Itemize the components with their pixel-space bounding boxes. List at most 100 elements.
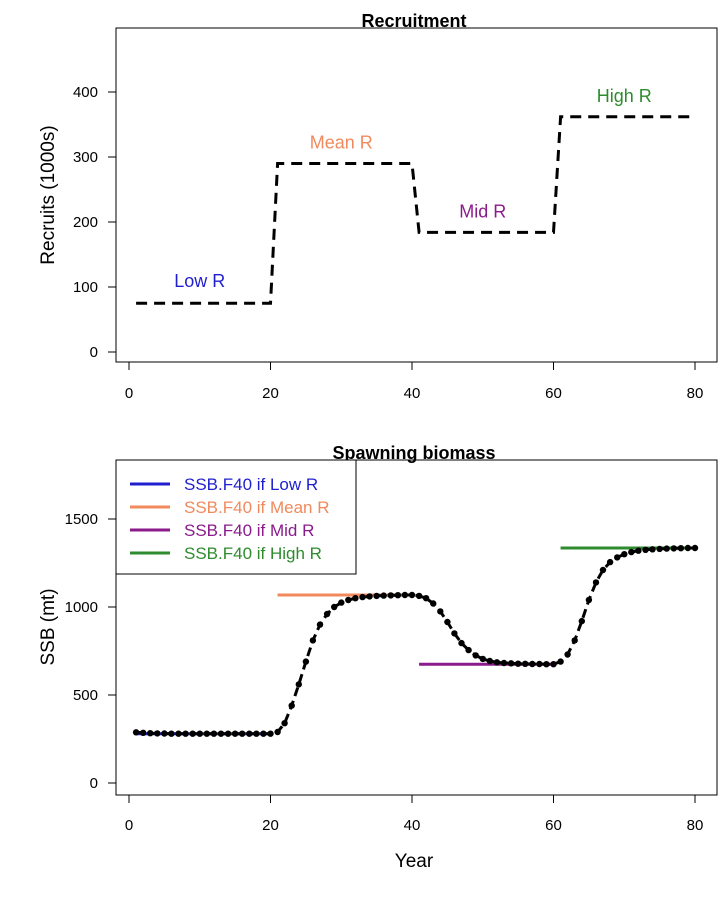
ssb-point bbox=[656, 545, 663, 553]
ssb-point bbox=[451, 630, 458, 637]
ssb-y-tick-label: 1500 bbox=[65, 511, 98, 528]
ssb-point bbox=[387, 592, 394, 599]
ssb-point bbox=[147, 730, 154, 737]
annotation-low-r: Low R bbox=[174, 271, 225, 291]
ssb-point bbox=[316, 621, 324, 628]
ssb-title: Spawning biomass bbox=[332, 443, 495, 463]
ssb-point bbox=[331, 603, 338, 611]
ssb-x-tick-label: 20 bbox=[262, 817, 279, 834]
recruitment-y-tick-label: 200 bbox=[73, 214, 98, 231]
ssb-point bbox=[366, 593, 373, 600]
recruitment-annotations: Low R Mean R Mid R High R bbox=[174, 86, 652, 291]
ssb-point bbox=[281, 720, 288, 727]
recruitment-x-tick-label: 40 bbox=[404, 385, 421, 402]
recruitment-y-tick-label: 0 bbox=[90, 344, 98, 361]
ssb-point bbox=[239, 730, 246, 737]
ssb-point bbox=[670, 545, 677, 552]
recruitment-line bbox=[136, 115, 695, 305]
ssb-x-tick-label: 0 bbox=[125, 817, 133, 834]
ssb-point bbox=[649, 546, 656, 553]
ssb-y-axis-title: SSB (mt) bbox=[38, 588, 59, 665]
ssb-point bbox=[684, 544, 692, 552]
ssb-point bbox=[493, 659, 501, 666]
ssb-panel: Spawning biomass SSB (mt) Year 0 20 40 6… bbox=[38, 443, 718, 872]
ssb-point bbox=[592, 579, 600, 586]
ssb-point bbox=[606, 558, 614, 566]
ssb-point bbox=[472, 652, 479, 659]
ssb-x-tick-label: 60 bbox=[545, 817, 562, 834]
legend-label-ssb-f40-if-mid-r: SSB.F40 if Mid R bbox=[184, 521, 314, 540]
annotation-mean-r: Mean R bbox=[310, 133, 373, 153]
ssb-point bbox=[394, 592, 402, 599]
ssb-line bbox=[135, 546, 695, 736]
ssb-point bbox=[380, 592, 387, 599]
recruitment-series bbox=[136, 115, 695, 305]
recruitment-x-tick-label: 20 bbox=[262, 385, 279, 402]
ssb-point bbox=[514, 660, 522, 667]
ssb-point bbox=[585, 596, 593, 604]
ssb-point bbox=[458, 639, 465, 647]
ssb-point bbox=[599, 566, 607, 574]
ssb-point bbox=[288, 702, 295, 709]
legend-box bbox=[115, 459, 357, 575]
ssb-point bbox=[691, 544, 699, 552]
ssb-series bbox=[132, 544, 699, 737]
ssb-point bbox=[196, 730, 203, 737]
ssb-point bbox=[217, 730, 225, 737]
ssb-point bbox=[550, 661, 557, 668]
ssb-point bbox=[132, 729, 140, 736]
ssb-point bbox=[140, 729, 147, 736]
ssb-point bbox=[571, 637, 578, 644]
ssb-point bbox=[168, 730, 175, 737]
ssb-point bbox=[210, 730, 218, 737]
ssb-legend: SSB.F40 if Low R SSB.F40 if Mean R SSB.F40… bbox=[115, 459, 357, 575]
ssb-point bbox=[309, 637, 317, 644]
ssb-point bbox=[302, 658, 310, 665]
ssb-point bbox=[182, 730, 189, 737]
ssb-point bbox=[479, 655, 486, 663]
ssb-point bbox=[345, 596, 352, 604]
ssb-point bbox=[437, 608, 444, 615]
ssb-point bbox=[536, 660, 543, 668]
ssb-point bbox=[557, 658, 564, 665]
ssb-y-tick-label: 1000 bbox=[65, 599, 98, 616]
ssb-point bbox=[323, 610, 331, 618]
ssb-point bbox=[578, 617, 585, 625]
ssb-point bbox=[408, 591, 416, 599]
ssb-point bbox=[543, 661, 550, 668]
ssb-x-axis: 0 20 40 60 80 bbox=[125, 794, 703, 834]
ssb-point bbox=[621, 551, 628, 558]
ssb-x-axis-title: Year bbox=[395, 851, 434, 872]
ssb-x-tick-label: 40 bbox=[404, 817, 421, 834]
ssb-point bbox=[677, 545, 685, 552]
ssb-point bbox=[486, 657, 493, 665]
ssb-point bbox=[642, 546, 649, 553]
recruitment-y-tick-label: 400 bbox=[73, 84, 98, 101]
ssb-point bbox=[246, 730, 253, 737]
ssb-point bbox=[444, 618, 451, 626]
ssb-point bbox=[522, 660, 529, 667]
legend-label-ssb-f40-if-high-r: SSB.F40 if High R bbox=[184, 544, 322, 563]
ssb-point bbox=[564, 651, 571, 658]
ssb-point bbox=[663, 545, 670, 552]
recruitment-panel: Recruitment Recruits (1000s) 0 20 40 60 … bbox=[38, 11, 718, 402]
recruitment-x-tick-label: 60 bbox=[545, 385, 562, 402]
ssb-point bbox=[373, 592, 380, 600]
ssb-point bbox=[161, 730, 168, 737]
recruitment-x-tick-label: 0 bbox=[125, 385, 133, 402]
recruitment-x-tick-label: 80 bbox=[687, 385, 704, 402]
ssb-point bbox=[401, 591, 409, 599]
ssb-y-axis: 0 500 1000 1500 bbox=[65, 511, 117, 792]
ssb-point bbox=[359, 593, 366, 601]
ssb-point bbox=[154, 730, 161, 737]
ssb-y-tick-label: 0 bbox=[90, 775, 98, 792]
ssb-point bbox=[415, 592, 423, 600]
ssb-point bbox=[352, 595, 359, 602]
ssb-point bbox=[253, 730, 260, 737]
annotation-high-r: High R bbox=[597, 86, 652, 106]
recruitment-y-axis: 0 100 200 300 400 bbox=[73, 84, 117, 361]
ssb-point bbox=[203, 730, 210, 737]
recruitment-x-axis: 0 20 40 60 80 bbox=[125, 361, 704, 402]
annotation-mid-r: Mid R bbox=[459, 201, 506, 221]
